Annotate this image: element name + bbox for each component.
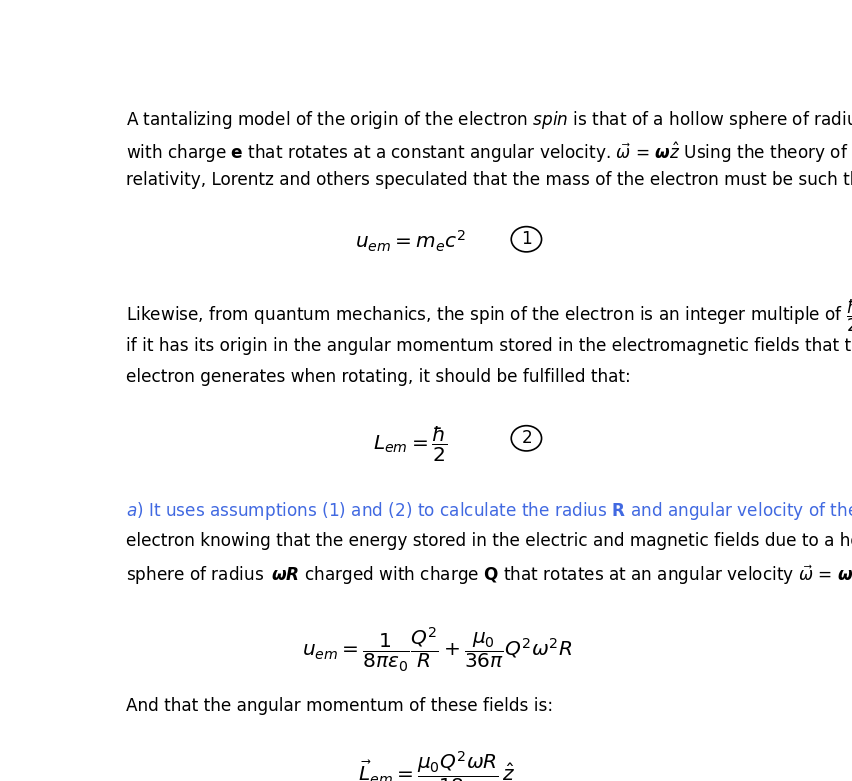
Text: $2$: $2$ <box>521 430 532 448</box>
Text: electron generates when rotating, it should be fulfilled that:: electron generates when rotating, it sho… <box>126 368 630 386</box>
Text: sphere of radius $\,\boldsymbol{\omega R}$ charged with charge $\mathbf{Q}$ that: sphere of radius $\,\boldsymbol{\omega R… <box>126 563 852 587</box>
Text: electron knowing that the energy stored in the electric and magnetic fields due : electron knowing that the energy stored … <box>126 532 852 550</box>
Text: $u_{em} = \dfrac{1}{8\pi\epsilon_0}\dfrac{Q^2}{R} + \dfrac{\mu_0}{36\pi}Q^2\omeg: $u_{em} = \dfrac{1}{8\pi\epsilon_0}\dfra… <box>302 626 572 675</box>
Text: $1$: $1$ <box>521 230 532 248</box>
Text: A tantalizing model of the origin of the electron $\mathit{spin}$ is that of a h: A tantalizing model of the origin of the… <box>126 109 852 130</box>
Text: if it has its origin in the angular momentum stored in the electromagnetic field: if it has its origin in the angular mome… <box>126 337 852 355</box>
Text: $\mathit{a)}$ It uses assumptions (1) and (2) to calculate the radius $\mathbf{R: $\mathit{a)}$ It uses assumptions (1) an… <box>126 501 852 522</box>
Text: $u_{em} = m_e c^2$: $u_{em} = m_e c^2$ <box>355 228 465 254</box>
Text: And that the angular momentum of these fields is:: And that the angular momentum of these f… <box>126 697 553 715</box>
Text: $\vec{L}_{em} = \dfrac{\mu_0 Q^2 \omega R}{18\pi}\,\hat{z}$: $\vec{L}_{em} = \dfrac{\mu_0 Q^2 \omega … <box>358 750 515 781</box>
Text: relativity, Lorentz and others speculated that the mass of the electron must be : relativity, Lorentz and others speculate… <box>126 171 852 189</box>
Text: with charge $\mathbf{e}$ that rotates at a constant angular velocity. $\vec{\ome: with charge $\mathbf{e}$ that rotates at… <box>126 140 852 165</box>
Text: Likewise, from quantum mechanics, the spin of the electron is an integer multipl: Likewise, from quantum mechanics, the sp… <box>126 298 852 334</box>
Text: $L_{em} = \dfrac{\hbar}{2}$: $L_{em} = \dfrac{\hbar}{2}$ <box>373 425 447 465</box>
